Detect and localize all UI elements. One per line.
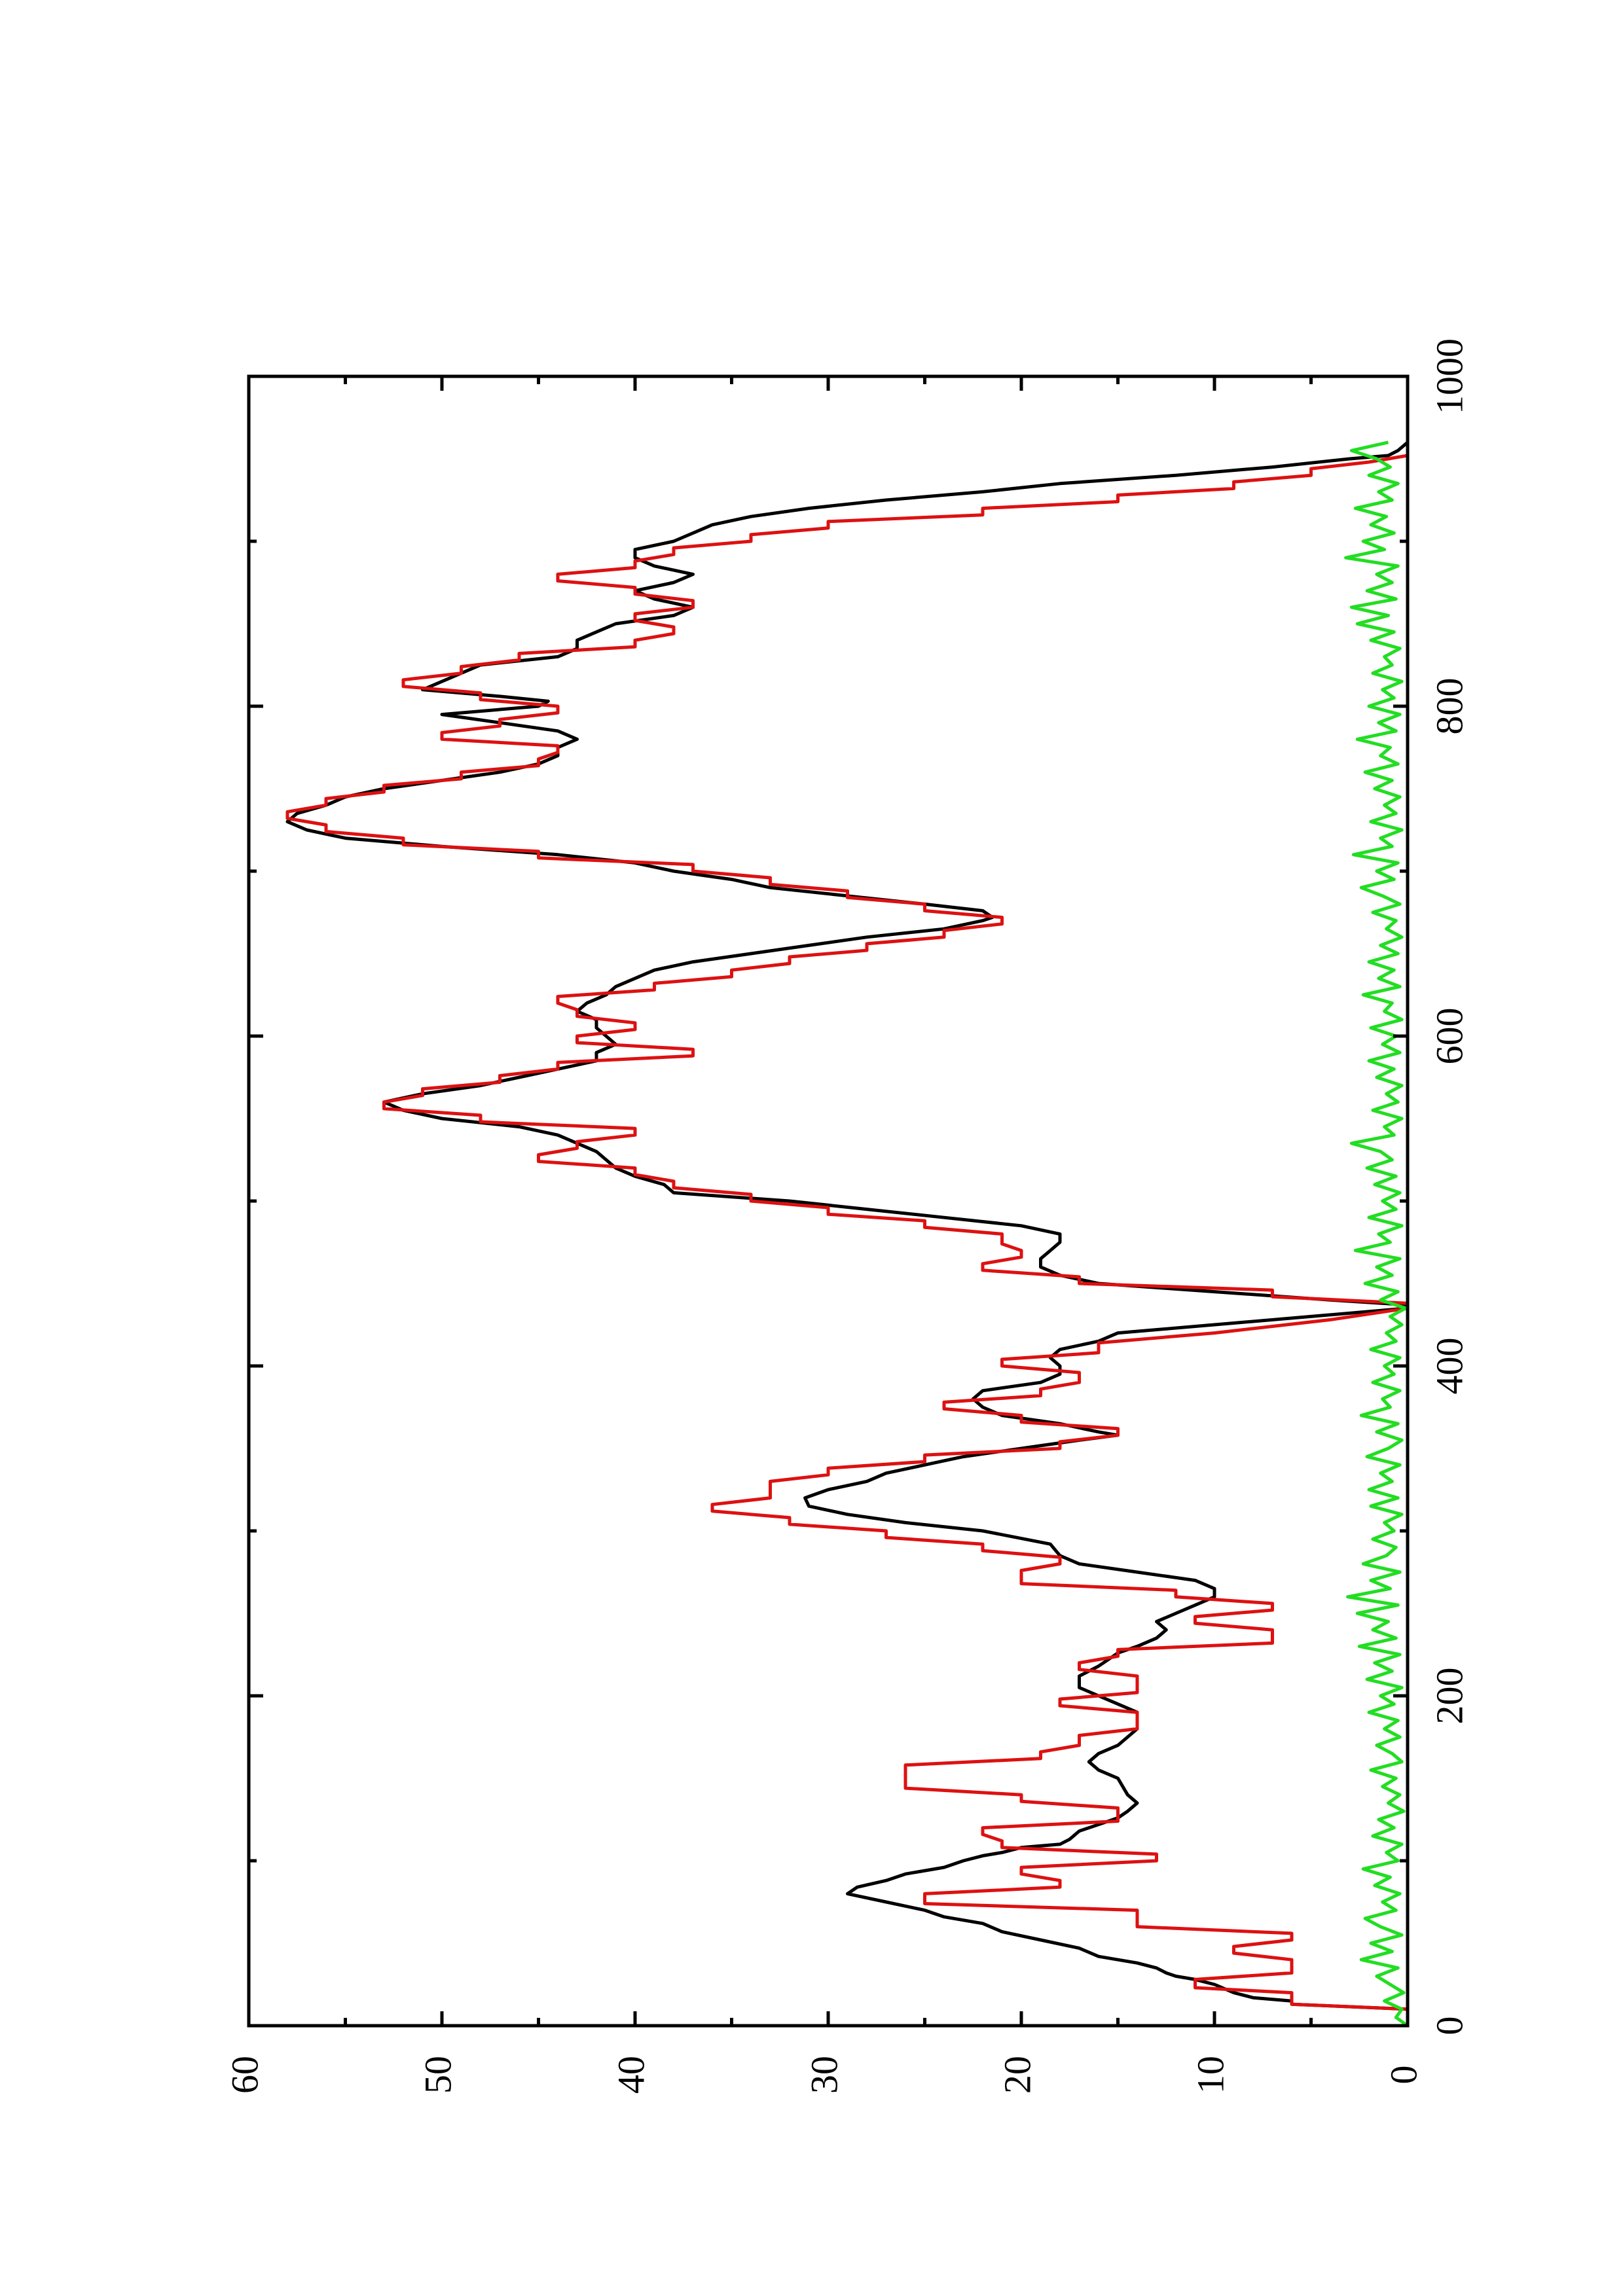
x-tick-label: 600 [1428,1008,1470,1065]
y-tick-label: 30 [803,2056,845,2094]
plot-area: 0 200 400 600 800 1000 0 10 20 30 40 50 60 [223,338,1470,2094]
y-tick-label: 10 [1189,2056,1231,2094]
series-line-2 [285,442,1410,2026]
x-tick-label: 1000 [1428,338,1470,414]
y-tick-label: 20 [996,2056,1038,2094]
y-tick-label: 40 [610,2056,652,2094]
plot-frame [247,374,1410,2028]
x-tick-label: 400 [1428,1338,1470,1395]
y-tick-label: 60 [223,2056,266,2094]
series-line-3 [1344,440,1409,2028]
y-tick-label: 0 [1382,2066,1425,2085]
y-tick-label: 50 [416,2056,459,2094]
x-tick-label: 800 [1428,678,1470,735]
series-line-1 [285,440,1410,2026]
x-tick-label: 200 [1428,1668,1470,1725]
x-tick-label: 0 [1428,2017,1470,2036]
